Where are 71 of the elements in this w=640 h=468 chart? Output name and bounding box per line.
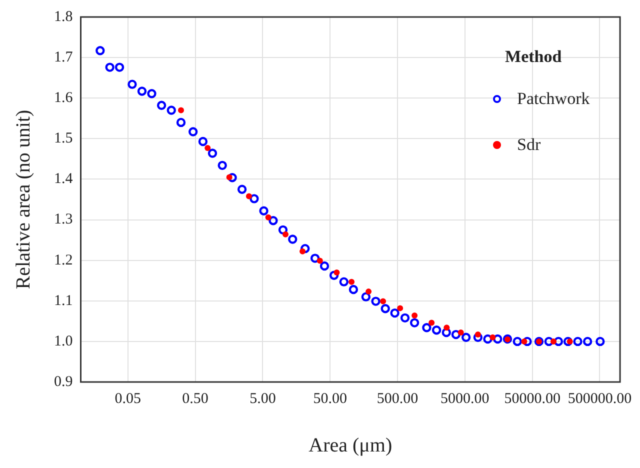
point [96, 46, 105, 56]
point [390, 308, 400, 318]
point [137, 86, 147, 96]
x-tick-label: 50000.00 [504, 390, 560, 407]
point [512, 336, 522, 346]
point [310, 254, 320, 263]
point [128, 80, 137, 89]
point [300, 244, 310, 254]
point [166, 106, 176, 115]
point [147, 89, 156, 98]
point [237, 184, 247, 194]
point [371, 296, 380, 306]
point [361, 292, 371, 302]
x-tick-label: 500000.00 [568, 390, 632, 407]
point [198, 136, 208, 146]
y-axis-title: Relative area (no unit) [12, 110, 34, 290]
legend-label: Sdr [517, 135, 541, 155]
point [218, 160, 227, 170]
point [461, 332, 471, 342]
y-tick-label: 1.4 [54, 171, 74, 188]
point [473, 332, 483, 342]
point [228, 173, 237, 182]
point [348, 284, 358, 294]
y-tick-label: 1.1 [54, 292, 73, 309]
point [208, 148, 218, 158]
x-axis-title: Area (μm) [308, 434, 392, 456]
y-tick-label: 1.7 [54, 49, 74, 66]
point [339, 277, 348, 286]
y-tick-label: 1.0 [54, 333, 73, 350]
point [288, 234, 298, 244]
x-tick-label: 50.00 [313, 390, 347, 407]
point [451, 330, 461, 340]
point [563, 336, 573, 346]
point [573, 336, 582, 346]
point [442, 328, 451, 338]
point [268, 216, 278, 226]
legend-title: Method [505, 47, 563, 67]
point [582, 336, 592, 346]
point [410, 318, 420, 328]
point [188, 127, 198, 136]
point [176, 118, 186, 128]
y-tick-label: 1.5 [54, 130, 73, 147]
point [105, 62, 114, 72]
point [114, 62, 124, 72]
point [596, 336, 605, 346]
y-tick-label: 1.8 [54, 8, 73, 25]
point [432, 325, 442, 335]
point [329, 270, 339, 280]
x-tick-label: 5000.00 [440, 390, 490, 407]
point [250, 194, 259, 204]
point [483, 334, 492, 344]
point [422, 323, 432, 332]
point [320, 261, 330, 271]
y-tick-label: 1.6 [54, 90, 74, 106]
x-tick-label: 5.00 [250, 390, 276, 407]
point [156, 100, 166, 110]
point [493, 334, 502, 344]
x-tick-label: 500.00 [376, 390, 418, 407]
point [522, 336, 532, 346]
point [278, 225, 288, 235]
legend-label: Patchwork [517, 89, 590, 109]
point [544, 336, 554, 346]
x-tick-label: 0.05 [114, 390, 141, 407]
point [380, 304, 390, 314]
y-tick-label: 1.2 [54, 252, 73, 268]
y-tick-label: 0.9 [54, 374, 73, 390]
y-tick-label: 1.3 [54, 212, 73, 228]
point [400, 313, 410, 323]
x-tick-label: 0.50 [182, 390, 208, 407]
point [554, 336, 564, 346]
point [259, 206, 268, 216]
